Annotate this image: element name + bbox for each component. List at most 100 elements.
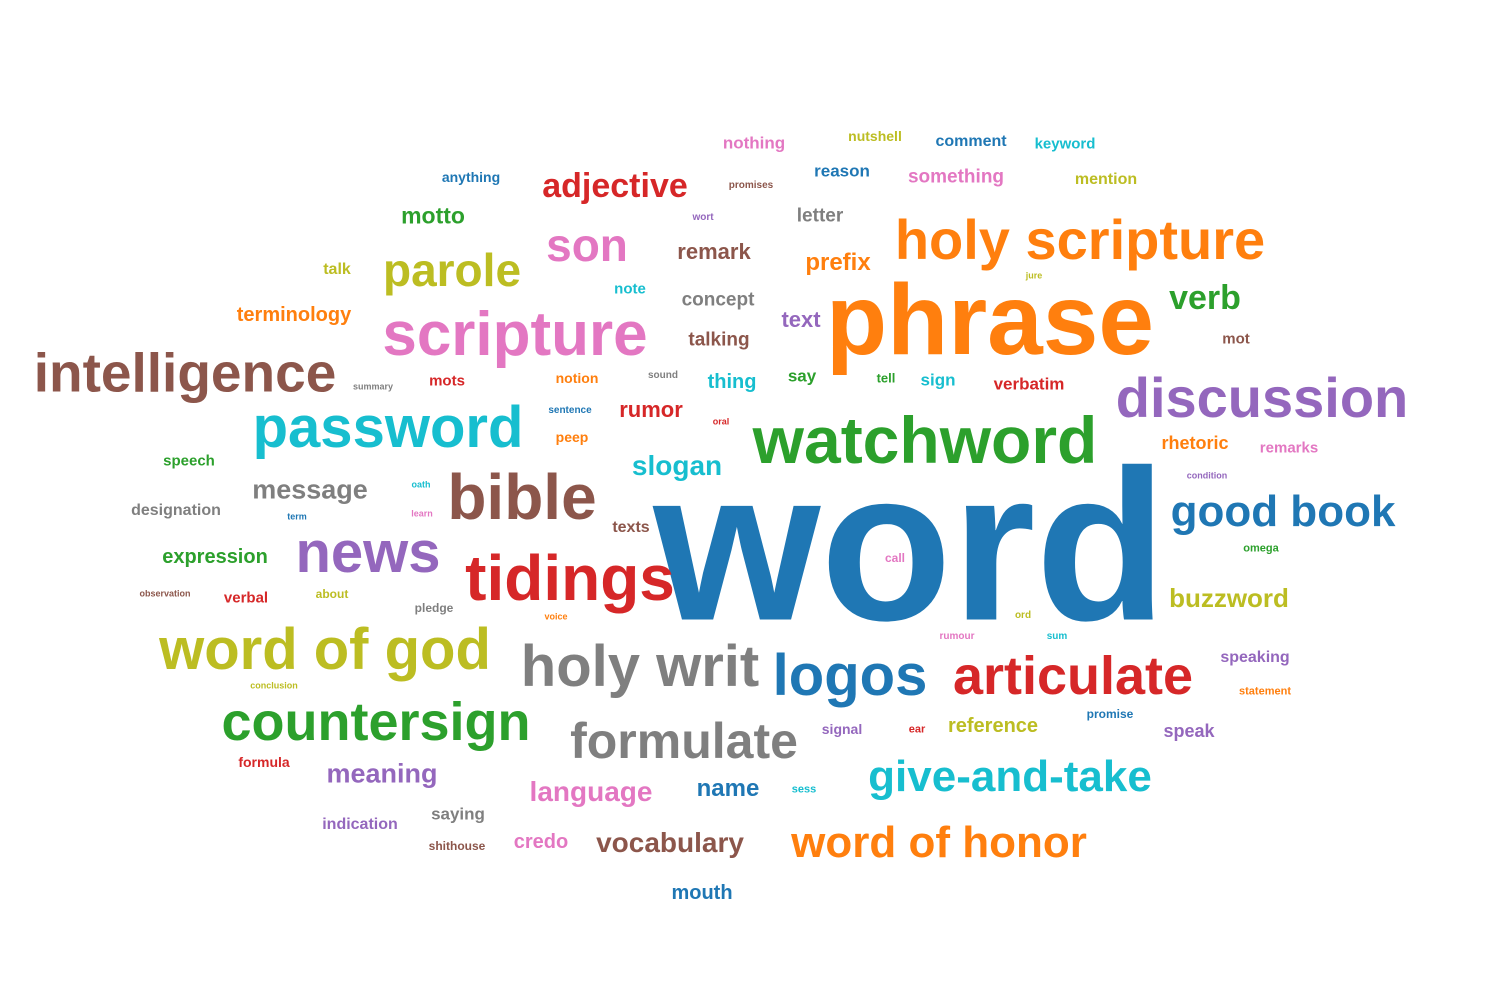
cloud-word-mention: mention (1074, 171, 1138, 188)
cloud-word-something: something (907, 166, 1005, 188)
cloud-word-prefix: prefix (805, 249, 871, 276)
cloud-word-comment: comment (935, 133, 1007, 150)
cloud-word-statement: statement (1239, 685, 1291, 698)
cloud-word-reason: reason (814, 161, 870, 181)
cloud-word-countersign: countersign (221, 692, 531, 752)
cloud-word-ear: ear (908, 723, 926, 736)
cloud-word-watchword: watchword (752, 403, 1098, 477)
cloud-word-voice: voice (544, 611, 568, 622)
cloud-word-ord: ord (1014, 610, 1032, 621)
cloud-word-verb: verb (1169, 279, 1241, 317)
cloud-word-nutshell: nutshell (848, 128, 902, 144)
cloud-word-tidings: tidings (465, 542, 675, 614)
cloud-word-phrase: phrase (826, 264, 1154, 376)
cloud-word-sum: sum (1046, 631, 1068, 642)
cloud-word-name: name (696, 775, 760, 802)
cloud-word-concept: concept (681, 289, 755, 311)
cloud-word-mot: mot (1222, 330, 1250, 348)
cloud-word-good-book: good book (1170, 487, 1396, 536)
cloud-word-learn: learn (411, 508, 433, 519)
cloud-word-speech: speech (163, 452, 215, 470)
cloud-word-news: news (295, 520, 441, 585)
cloud-word-reference: reference (947, 715, 1039, 737)
cloud-word-formula: formula (238, 754, 290, 770)
cloud-word-son: son (546, 219, 628, 271)
cloud-word-articulate: articulate (952, 646, 1194, 706)
cloud-word-message: message (252, 474, 368, 505)
cloud-word-formulate: formulate (570, 713, 798, 769)
cloud-word-say: say (787, 366, 817, 386)
cloud-word-texts: texts (612, 519, 650, 536)
cloud-word-letter: letter (796, 205, 844, 227)
cloud-word-promise: promise (1086, 707, 1134, 721)
cloud-word-verbatim: verbatim (993, 374, 1065, 394)
cloud-word-saying: saying (431, 804, 485, 824)
cloud-word-mouth: mouth (671, 882, 733, 904)
cloud-word-promises: promises (728, 180, 774, 191)
cloud-word-rumor: rumor (619, 397, 683, 422)
cloud-word-sound: sound (648, 370, 678, 381)
cloud-word-tell: tell (876, 370, 896, 386)
cloud-word-vocabulary: vocabulary (596, 827, 744, 858)
cloud-word-rhetoric: rhetoric (1161, 433, 1229, 453)
cloud-word-holy-scripture: holy scripture (894, 208, 1266, 271)
cloud-word-speak: speak (1163, 721, 1215, 741)
cloud-word-password: password (252, 395, 524, 460)
cloud-word-meaning: meaning (326, 758, 438, 789)
cloud-word-word-of-god: word of god (159, 617, 491, 682)
cloud-word-shithouse: shithouse (428, 839, 486, 853)
cloud-word-word-of-honor: word of honor (791, 818, 1087, 867)
cloud-word-language: language (529, 776, 653, 807)
cloud-word-pledge: pledge (414, 601, 454, 615)
cloud-word-expression: expression (162, 546, 268, 568)
cloud-word-talk: talk (323, 261, 351, 278)
cloud-word-discussion: discussion (1115, 366, 1409, 429)
cloud-word-call: call (884, 551, 906, 565)
cloud-word-logos: logos (772, 643, 928, 708)
cloud-word-remark: remark (677, 239, 751, 264)
cloud-word-omega: omega (1243, 542, 1279, 555)
cloud-word-designation: designation (131, 502, 221, 519)
cloud-word-nothing: nothing (722, 133, 786, 153)
cloud-word-condition: condition (1186, 470, 1228, 481)
cloud-word-bible: bible (447, 461, 597, 533)
cloud-word-anything: anything (441, 169, 501, 185)
cloud-word-credo: credo (513, 831, 569, 853)
cloud-word-slogan: slogan (631, 450, 723, 481)
cloud-word-remarks: remarks (1259, 439, 1319, 457)
cloud-word-terminology: terminology (236, 304, 352, 326)
cloud-word-thing: thing (707, 371, 757, 393)
cloud-word-scripture: scripture (382, 300, 648, 369)
cloud-word-sentence: sentence (548, 405, 592, 416)
cloud-word-oath: oath (411, 479, 431, 490)
cloud-word-text: text (781, 307, 821, 332)
cloud-word-word: word (653, 424, 1167, 666)
cloud-word-keyword: keyword (1034, 135, 1096, 153)
cloud-word-adjective: adjective (542, 167, 688, 205)
cloud-word-jure: jure (1025, 270, 1043, 281)
cloud-word-conclusion: conclusion (250, 680, 298, 691)
cloud-word-oral: oral (712, 416, 730, 427)
cloud-word-observation: observation (139, 588, 191, 599)
cloud-word-holy-writ: holy writ (520, 634, 760, 699)
cloud-word-peep: peep (555, 429, 589, 445)
cloud-word-indication: indication (322, 816, 398, 833)
cloud-word-talking: talking (688, 329, 750, 351)
cloud-word-give-and-take: give-and-take (868, 752, 1152, 801)
cloud-word-about: about (315, 587, 349, 601)
cloud-word-mots: mots (429, 372, 465, 390)
cloud-word-parole: parole (382, 244, 522, 296)
cloud-word-summary: summary (352, 381, 394, 392)
cloud-word-speaking: speaking (1220, 649, 1290, 666)
cloud-word-term: term (287, 511, 307, 522)
cloud-word-notion: notion (555, 370, 599, 386)
cloud-word-signal: signal (821, 721, 863, 737)
cloud-word-wort: wort (692, 212, 714, 223)
cloud-word-rumour: rumour (939, 631, 975, 642)
cloud-word-verbal: verbal (223, 589, 269, 607)
cloud-word-note: note (614, 280, 646, 298)
cloud-word-motto: motto (401, 202, 465, 229)
cloud-word-sign: sign (920, 370, 956, 390)
cloud-word-buzzword: buzzword (1169, 583, 1289, 613)
